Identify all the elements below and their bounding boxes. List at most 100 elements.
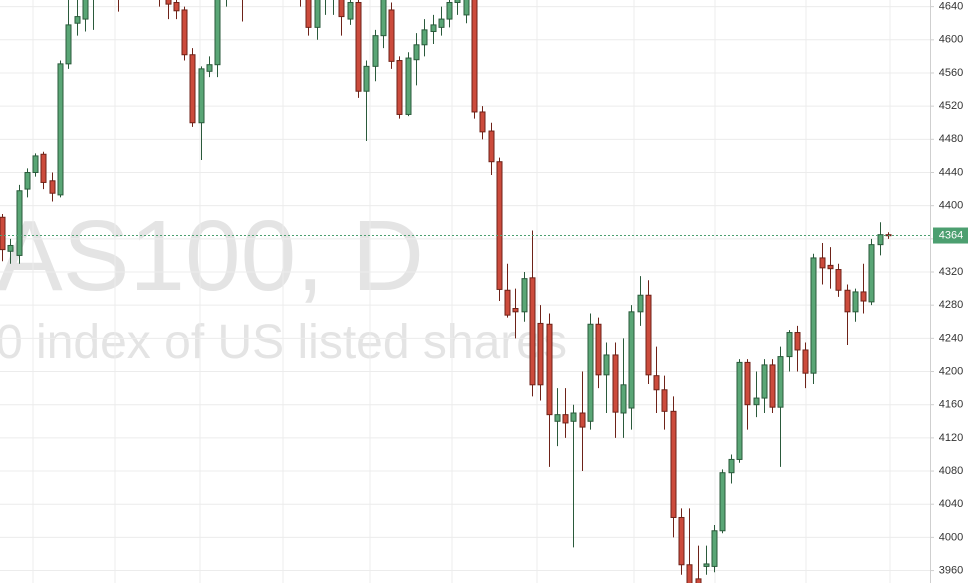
candle-body	[695, 578, 702, 583]
candle-body	[305, 0, 312, 28]
candle-body	[537, 322, 544, 386]
candle-body	[82, 0, 89, 20]
last-price-label: 4364	[939, 229, 963, 241]
candle-body	[504, 289, 511, 316]
candle-body	[777, 356, 784, 408]
candle-body	[786, 332, 793, 358]
y-tick-label: 4400	[939, 200, 963, 212]
candle-body	[612, 354, 619, 413]
candle-body	[488, 130, 495, 163]
candle-body	[74, 16, 81, 24]
candle-body	[554, 414, 561, 422]
candle-body	[819, 257, 826, 269]
candle-body	[214, 0, 221, 66]
candle-body	[637, 294, 644, 313]
candle-body	[827, 264, 834, 270]
candle-body	[628, 311, 635, 409]
candle-body	[24, 171, 31, 190]
candle-body	[438, 18, 445, 28]
candle-body	[7, 244, 14, 252]
candle-body	[463, 0, 470, 16]
candle-body	[810, 257, 817, 374]
candle-body	[496, 161, 503, 290]
candle-body	[57, 63, 64, 196]
candle-body	[189, 54, 196, 124]
candle-body	[728, 458, 735, 474]
candle-body	[65, 24, 72, 65]
candle-body	[562, 414, 569, 424]
candle-body	[703, 563, 710, 567]
y-tick-label: 4600	[939, 34, 963, 46]
candle-body	[579, 412, 586, 428]
candle-body	[165, 0, 172, 5]
candle-body	[587, 323, 594, 422]
candle-body	[314, 0, 321, 28]
y-axis: 3960 4000 4040 4080 4120 4160 4200 4240 4280 4320…	[930, 1, 968, 576]
candle-body	[620, 384, 627, 414]
candle-body	[852, 291, 859, 313]
candle-body	[405, 57, 412, 115]
y-tick-label: 4560	[939, 67, 963, 79]
candle-body	[372, 35, 379, 67]
candle-body	[868, 244, 875, 303]
candle-body	[181, 9, 188, 56]
candle-body	[396, 60, 403, 115]
candle-body	[388, 9, 395, 62]
y-tick-label: 3960	[939, 564, 963, 576]
candle-body	[670, 410, 677, 518]
candle-body	[769, 364, 776, 408]
candle-body	[49, 180, 56, 194]
y-tick-label: 4000	[939, 531, 963, 543]
candle-body	[479, 111, 486, 133]
candle-body	[32, 155, 39, 173]
candle-body	[0, 216, 6, 251]
y-tick-label: 4240	[939, 332, 963, 344]
y-tick-label: 4200	[939, 365, 963, 377]
candle-body	[844, 289, 851, 313]
y-tick-label: 4480	[939, 133, 963, 145]
candle-body	[40, 153, 47, 183]
candle-body	[678, 516, 685, 566]
y-tick-label: 4640	[939, 1, 963, 13]
candle-body	[521, 278, 528, 313]
candle-body	[645, 294, 652, 376]
candle-body	[454, 0, 461, 3]
candle-body	[860, 291, 867, 302]
y-tick-label: 4040	[939, 498, 963, 510]
candle-body	[595, 323, 602, 376]
y-tick-label: 4080	[939, 465, 963, 477]
candle-body	[529, 277, 536, 386]
candle-body	[686, 564, 693, 583]
candle-body	[173, 1, 180, 12]
candle-body	[653, 375, 660, 391]
grid	[0, 6, 930, 572]
candle-body	[363, 65, 370, 92]
candle-body	[198, 68, 205, 124]
candle-body	[719, 472, 726, 532]
y-tick-label: 4520	[939, 100, 963, 112]
candle-body	[835, 269, 842, 291]
candle-body	[430, 24, 437, 33]
candle-body	[603, 354, 610, 376]
y-tick-label: 4280	[939, 299, 963, 311]
candle-body	[471, 0, 478, 113]
candle-body	[744, 361, 751, 406]
y-tick-label: 4120	[939, 432, 963, 444]
candle-body	[753, 397, 760, 406]
candle-body	[338, 0, 345, 18]
candle-body	[877, 234, 884, 246]
y-tick-label: 4320	[939, 266, 963, 278]
candle-body	[794, 332, 801, 351]
candle-body	[206, 64, 213, 72]
candle-body	[570, 412, 577, 422]
candle-body	[347, 1, 354, 20]
candle-body	[546, 323, 553, 416]
last-price-badge	[933, 227, 968, 244]
candle-body	[761, 364, 768, 399]
candle-body	[512, 308, 519, 313]
candle-body	[355, 1, 362, 92]
plot	[0, 0, 930, 583]
candle-body	[421, 29, 428, 46]
